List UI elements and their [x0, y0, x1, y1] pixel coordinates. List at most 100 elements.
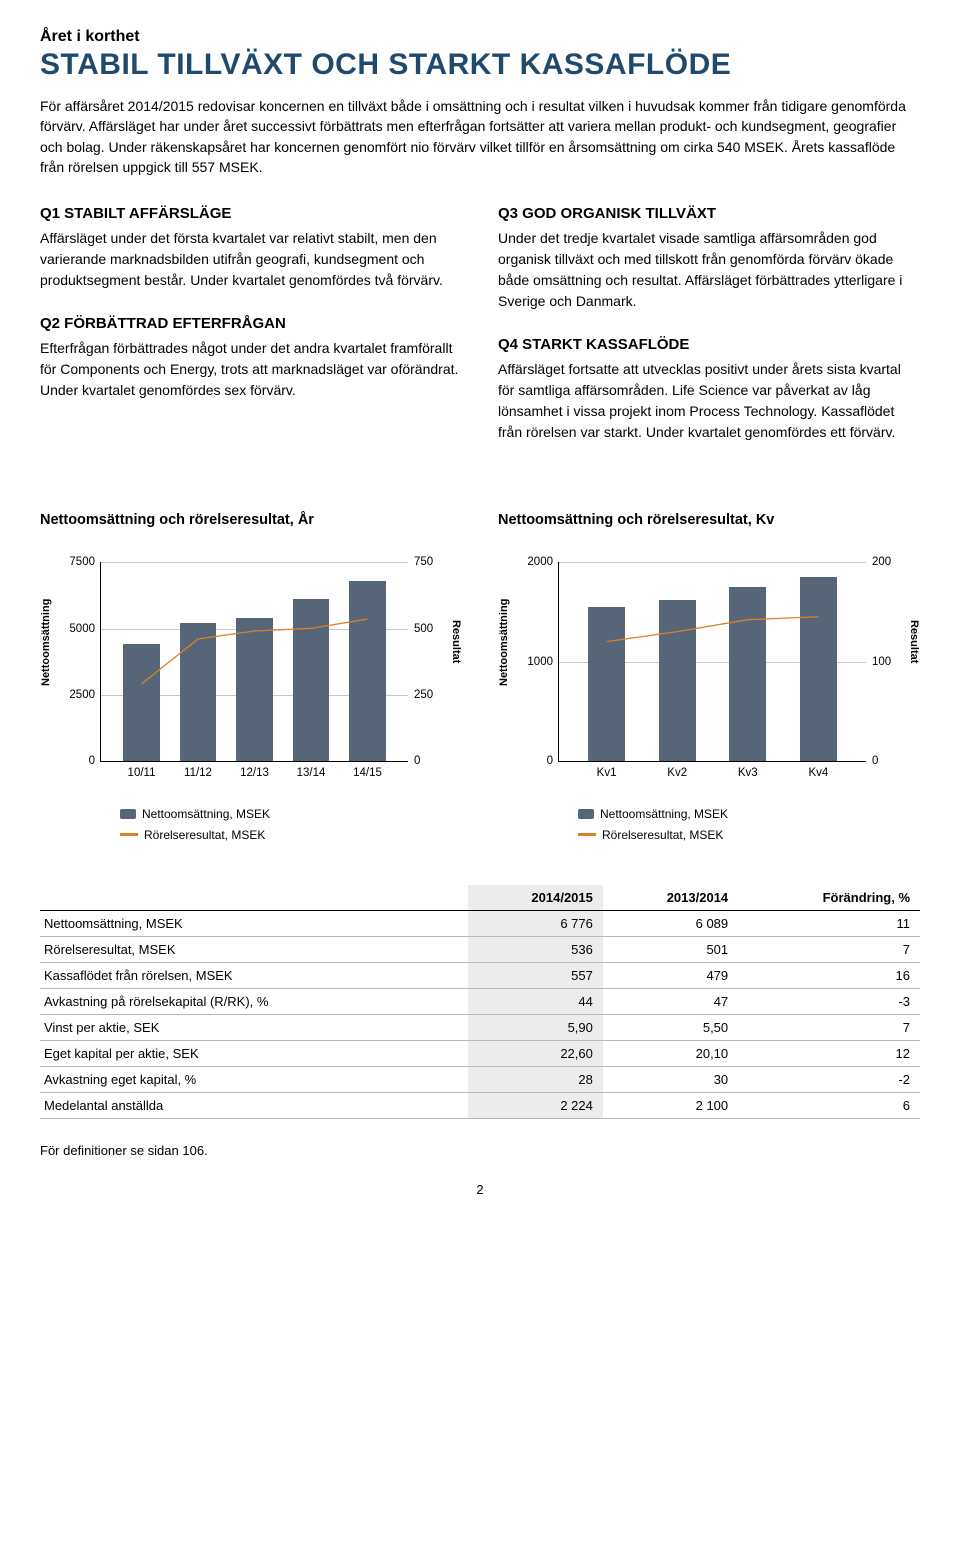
table-cell: 5,50: [603, 1014, 738, 1040]
table-cell: 28: [468, 1066, 603, 1092]
q4-body: Affärsläget fortsatte att utvecklas posi…: [498, 359, 920, 443]
xtick: Kv2: [667, 761, 687, 779]
quarters-grid: Q1 STABILT AFFÄRSLÄGE Affärsläget under …: [40, 205, 920, 467]
xtick: Kv3: [738, 761, 758, 779]
bar: [180, 623, 217, 761]
table-row: Nettoomsättning, MSEK6 7766 08911: [40, 910, 920, 936]
bar: [729, 587, 766, 761]
table-cell: 536: [468, 936, 603, 962]
ytick-left: 5000: [59, 623, 101, 635]
bar: [659, 600, 696, 761]
q2-title: Q2 FÖRBÄTTRAD EFTERFRÅGAN: [40, 315, 462, 332]
bar: [236, 618, 273, 761]
table-cell: 5,90: [468, 1014, 603, 1040]
table-cell: 557: [468, 962, 603, 988]
table-cell: -3: [738, 988, 920, 1014]
table-row: Avkastning på rörelsekapital (R/RK), %44…: [40, 988, 920, 1014]
charts-row: Nettoomsättning och rörelseresultat, År …: [40, 512, 920, 845]
table-header: 2014/2015: [468, 885, 603, 911]
table-cell: 12: [738, 1040, 920, 1066]
bar: [349, 581, 386, 761]
table-cell: Avkastning på rörelsekapital (R/RK), %: [40, 988, 468, 1014]
table-cell: 47: [603, 988, 738, 1014]
xtick: Kv1: [597, 761, 617, 779]
table-cell: 44: [468, 988, 603, 1014]
legend-line-label: Rörelseresultat, MSEK: [602, 825, 723, 845]
table-cell: Kassaflödet från rörelsen, MSEK: [40, 962, 468, 988]
page-title: STABIL TILLVÄXT OCH STARKT KASSAFLÖDE: [40, 48, 920, 82]
footnote: För definitioner se sidan 106.: [40, 1143, 920, 1158]
financial-table: 2014/20152013/2014Förändring, % Nettooms…: [40, 885, 920, 1119]
xtick: 12/13: [240, 761, 269, 779]
ytick-right: 250: [408, 689, 433, 701]
table-cell: 30: [603, 1066, 738, 1092]
ytick-right: 0: [866, 755, 878, 767]
table-header: [40, 885, 468, 911]
table-row: Vinst per aktie, SEK5,905,507: [40, 1014, 920, 1040]
xtick: 14/15: [353, 761, 382, 779]
table-cell: Rörelseresultat, MSEK: [40, 936, 468, 962]
table-row: Kassaflödet från rörelsen, MSEK55747916: [40, 962, 920, 988]
q4-title: Q4 STARKT KASSAFLÖDE: [498, 336, 920, 353]
q2-body: Efterfrågan förbättrades något under det…: [40, 338, 462, 401]
legend-line-swatch: [578, 833, 596, 836]
legend-line-swatch: [120, 833, 138, 836]
xtick: 11/12: [184, 761, 212, 779]
ytick-left: 0: [59, 755, 101, 767]
table-cell: 20,10: [603, 1040, 738, 1066]
bar: [293, 599, 330, 761]
table-cell: Medelantal anställda: [40, 1092, 468, 1118]
table-cell: Avkastning eget kapital, %: [40, 1066, 468, 1092]
bar: [123, 644, 160, 761]
chart-year-title: Nettoomsättning och rörelseresultat, År: [40, 512, 462, 528]
table-row: Rörelseresultat, MSEK5365017: [40, 936, 920, 962]
chart-q-ylabel-left: Nettoomsättning: [498, 562, 510, 792]
table-header: 2013/2014: [603, 885, 738, 911]
q3-body: Under det tredje kvartalet visade samtli…: [498, 228, 920, 312]
table-row: Avkastning eget kapital, %2830-2: [40, 1066, 920, 1092]
chart-q-ylabel-right: Resultat: [908, 562, 920, 792]
chart-year-ylabel-right: Resultat: [450, 562, 462, 792]
table-cell: 501: [603, 936, 738, 962]
ytick-right: 100: [866, 656, 891, 668]
q3-title: Q3 GOD ORGANISK TILLVÄXT: [498, 205, 920, 222]
ytick-left: 7500: [59, 556, 101, 568]
bar: [800, 577, 837, 761]
legend-bar-label: Nettoomsättning, MSEK: [600, 804, 728, 824]
chart-quarter: Nettoomsättning och rörelseresultat, Kv …: [498, 512, 920, 845]
xtick: Kv4: [808, 761, 828, 779]
ytick-left: 0: [517, 755, 559, 767]
table-cell: 11: [738, 910, 920, 936]
legend-line-label: Rörelseresultat, MSEK: [144, 825, 265, 845]
table-row: Medelantal anställda2 2242 1006: [40, 1092, 920, 1118]
table-row: Eget kapital per aktie, SEK22,6020,1012: [40, 1040, 920, 1066]
table-cell: 2 100: [603, 1092, 738, 1118]
table-cell: 7: [738, 936, 920, 962]
table-cell: 2 224: [468, 1092, 603, 1118]
table-cell: -2: [738, 1066, 920, 1092]
ytick-left: 2000: [517, 556, 559, 568]
chart-year: Nettoomsättning och rörelseresultat, År …: [40, 512, 462, 845]
table-cell: 16: [738, 962, 920, 988]
table-cell: 479: [603, 962, 738, 988]
ytick-right: 0: [408, 755, 420, 767]
xtick: 13/14: [297, 761, 326, 779]
table-cell: 6 776: [468, 910, 603, 936]
xtick: 10/11: [128, 761, 156, 779]
table-cell: Eget kapital per aktie, SEK: [40, 1040, 468, 1066]
ytick-left: 2500: [59, 689, 101, 701]
table-cell: 22,60: [468, 1040, 603, 1066]
ytick-right: 500: [408, 623, 433, 635]
chart-q-title: Nettoomsättning och rörelseresultat, Kv: [498, 512, 920, 528]
table-cell: 7: [738, 1014, 920, 1040]
table-cell: 6: [738, 1092, 920, 1118]
intro-text: För affärsåret 2014/2015 redovisar konce…: [40, 96, 920, 177]
table-cell: Vinst per aktie, SEK: [40, 1014, 468, 1040]
q1-body: Affärsläget under det första kvartalet v…: [40, 228, 462, 291]
ytick-left: 1000: [517, 656, 559, 668]
ytick-right: 750: [408, 556, 433, 568]
legend-bar-swatch: [120, 809, 136, 819]
legend-bar-label: Nettoomsättning, MSEK: [142, 804, 270, 824]
q1-title: Q1 STABILT AFFÄRSLÄGE: [40, 205, 462, 222]
table-header: Förändring, %: [738, 885, 920, 911]
